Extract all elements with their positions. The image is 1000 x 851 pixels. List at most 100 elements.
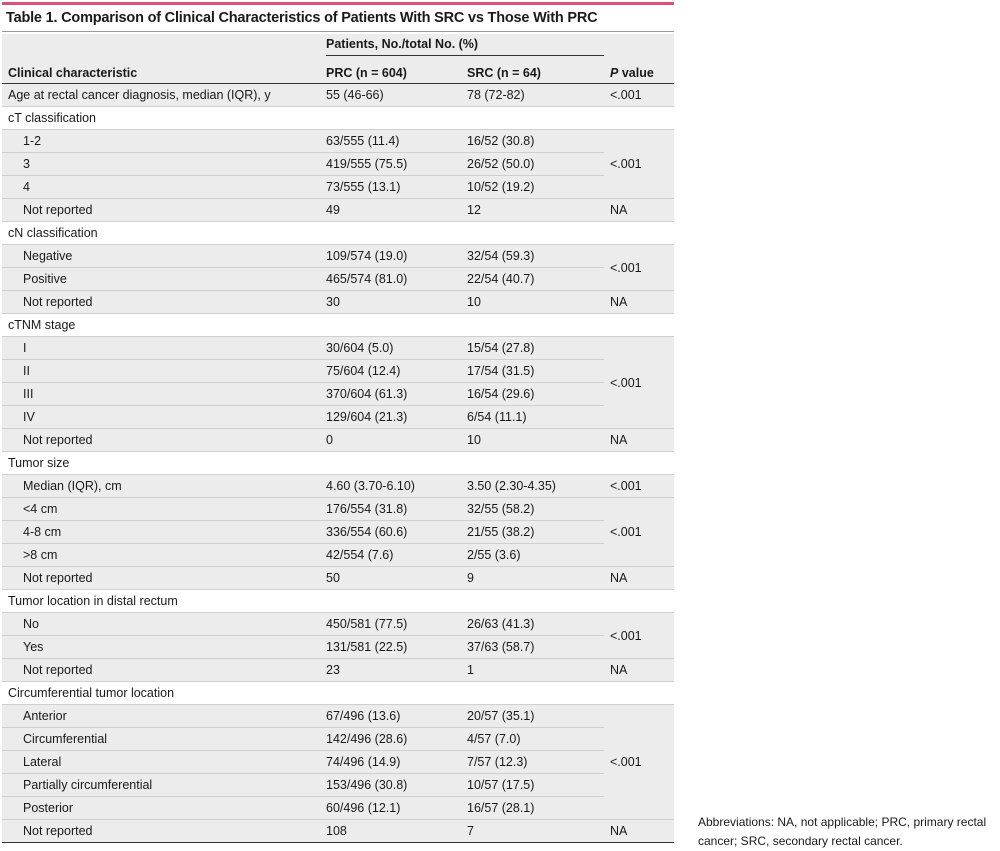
section-row: cTNM stage — [2, 313, 674, 337]
table-row: II 75/604 (12.4) 17/54 (31.5) — [2, 359, 674, 383]
col-header-characteristic: Clinical characteristic — [2, 58, 320, 84]
row-label: Not reported — [2, 428, 320, 452]
src-value: 21/55 (38.2) — [461, 520, 604, 544]
table-row: Posterior 60/496 (12.1) 16/57 (28.1) — [2, 796, 674, 820]
table-row: Not reported 108 7 NA — [2, 819, 674, 843]
row-label: Lateral — [2, 750, 320, 774]
section-label: Tumor size — [2, 451, 320, 475]
src-value: 78 (72-82) — [461, 83, 604, 107]
section-label: cTNM stage — [2, 313, 320, 337]
table-row: 3 419/555 (75.5) 26/52 (50.0) — [2, 152, 674, 176]
row-label: Not reported — [2, 566, 320, 590]
src-value: 7/57 (12.3) — [461, 750, 604, 774]
prc-value: 73/555 (13.1) — [320, 175, 461, 199]
row-label: Posterior — [2, 796, 320, 820]
src-value: 6/54 (11.1) — [461, 405, 604, 429]
p-value: <.001 — [604, 474, 674, 498]
table-row: Positive 465/574 (81.0) 22/54 (40.7) — [2, 267, 674, 291]
col-header-prc: PRC (n = 604) — [320, 58, 461, 84]
p-value: <.001 — [604, 129, 674, 199]
row-label: Yes — [2, 635, 320, 659]
prc-value: 142/496 (28.6) — [320, 727, 461, 751]
section-row: Circumferential tumor location — [2, 681, 674, 705]
src-value: 16/57 (28.1) — [461, 796, 604, 820]
prc-value: 63/555 (11.4) — [320, 129, 461, 153]
section-row: Tumor location in distal rectum — [2, 589, 674, 613]
row-label: 1-2 — [2, 129, 320, 153]
table-row: 4 73/555 (13.1) 10/52 (19.2) — [2, 175, 674, 199]
table-row: Negative 109/574 (19.0) 32/54 (59.3) <.0… — [2, 244, 674, 291]
row-label: Not reported — [2, 198, 320, 222]
src-value: 17/54 (31.5) — [461, 359, 604, 383]
table-header: Patients, No./total No. (%) Clinical cha… — [2, 34, 674, 84]
row-label: II — [2, 359, 320, 383]
table-row: Not reported 23 1 NA — [2, 658, 674, 682]
src-value: 16/52 (30.8) — [461, 129, 604, 153]
row-label: Not reported — [2, 658, 320, 682]
p-value: <.001 — [604, 244, 674, 291]
table-row: >8 cm 42/554 (7.6) 2/55 (3.6) — [2, 543, 674, 567]
row-label: 3 — [2, 152, 320, 176]
src-value: 22/54 (40.7) — [461, 267, 604, 291]
row-label: 4 — [2, 175, 320, 199]
section-row: cN classification — [2, 221, 674, 245]
p-value: NA — [604, 819, 674, 843]
table-title: Table 1. Comparison of Clinical Characte… — [6, 10, 598, 26]
row-label: No — [2, 612, 320, 636]
table-row: I 30/604 (5.0) 15/54 (27.8) <.001 — [2, 336, 674, 429]
table-row: Not reported 0 10 NA — [2, 428, 674, 452]
group-header: Patients, No./total No. (%) — [320, 34, 604, 58]
prc-value: 131/581 (22.5) — [320, 635, 461, 659]
prc-value: 336/554 (60.6) — [320, 520, 461, 544]
table-row: Not reported 30 10 NA — [2, 290, 674, 314]
src-value: 4/57 (7.0) — [461, 727, 604, 751]
row-label: Not reported — [2, 819, 320, 843]
p-value: <.001 — [604, 704, 674, 820]
src-value: 1 — [461, 658, 604, 682]
row-label: Positive — [2, 267, 320, 291]
src-value: 26/52 (50.0) — [461, 152, 604, 176]
prc-value: 465/574 (81.0) — [320, 267, 461, 291]
table-row: Not reported 49 12 NA — [2, 198, 674, 222]
src-value: 10 — [461, 428, 604, 452]
src-value: 9 — [461, 566, 604, 590]
table-row: Not reported 50 9 NA — [2, 566, 674, 590]
table-row: No 450/581 (77.5) 26/63 (41.3) <.001 — [2, 612, 674, 659]
src-value: 37/63 (58.7) — [461, 635, 604, 659]
row-label: Not reported — [2, 290, 320, 314]
src-value: 16/54 (29.6) — [461, 382, 604, 406]
src-value: 26/63 (41.3) — [461, 612, 604, 636]
src-value: 2/55 (3.6) — [461, 543, 604, 567]
table-body: Age at rectal cancer diagnosis, median (… — [2, 83, 674, 843]
prc-value: 30/604 (5.0) — [320, 336, 461, 360]
group-header-label: Patients, No./total No. (%) — [326, 37, 604, 56]
prc-value: 23 — [320, 658, 461, 682]
p-value: <.001 — [604, 612, 674, 659]
section-row: cT classification — [2, 106, 674, 130]
prc-value: 4.60 (3.70-6.10) — [320, 474, 461, 498]
header-spacer — [2, 34, 320, 58]
prc-value: 109/574 (19.0) — [320, 244, 461, 268]
section-label: Tumor location in distal rectum — [2, 589, 320, 613]
table-row: Lateral 74/496 (14.9) 7/57 (12.3) — [2, 750, 674, 774]
row-label: <4 cm — [2, 497, 320, 521]
p-value: NA — [604, 198, 674, 222]
prc-value: 49 — [320, 198, 461, 222]
prc-value: 30 — [320, 290, 461, 314]
src-value: 15/54 (27.8) — [461, 336, 604, 360]
row-label: IV — [2, 405, 320, 429]
src-value: 10/52 (19.2) — [461, 175, 604, 199]
row-label: Negative — [2, 244, 320, 268]
table-title-bar: Table 1. Comparison of Clinical Characte… — [2, 2, 674, 32]
row-label: Circumferential — [2, 727, 320, 751]
prc-value: 67/496 (13.6) — [320, 704, 461, 728]
table-row: Anterior 67/496 (13.6) 20/57 (35.1) <.00… — [2, 704, 674, 820]
prc-value: 55 (46-66) — [320, 83, 461, 107]
prc-value: 42/554 (7.6) — [320, 543, 461, 567]
section-label: Circumferential tumor location — [2, 681, 320, 705]
col-header-p-value: P value — [604, 58, 674, 84]
prc-value: 108 — [320, 819, 461, 843]
p-value: NA — [604, 658, 674, 682]
row-label: Age at rectal cancer diagnosis, median (… — [2, 83, 320, 107]
table-row: 1-2 63/555 (11.4) 16/52 (30.8) <.001 — [2, 129, 674, 199]
